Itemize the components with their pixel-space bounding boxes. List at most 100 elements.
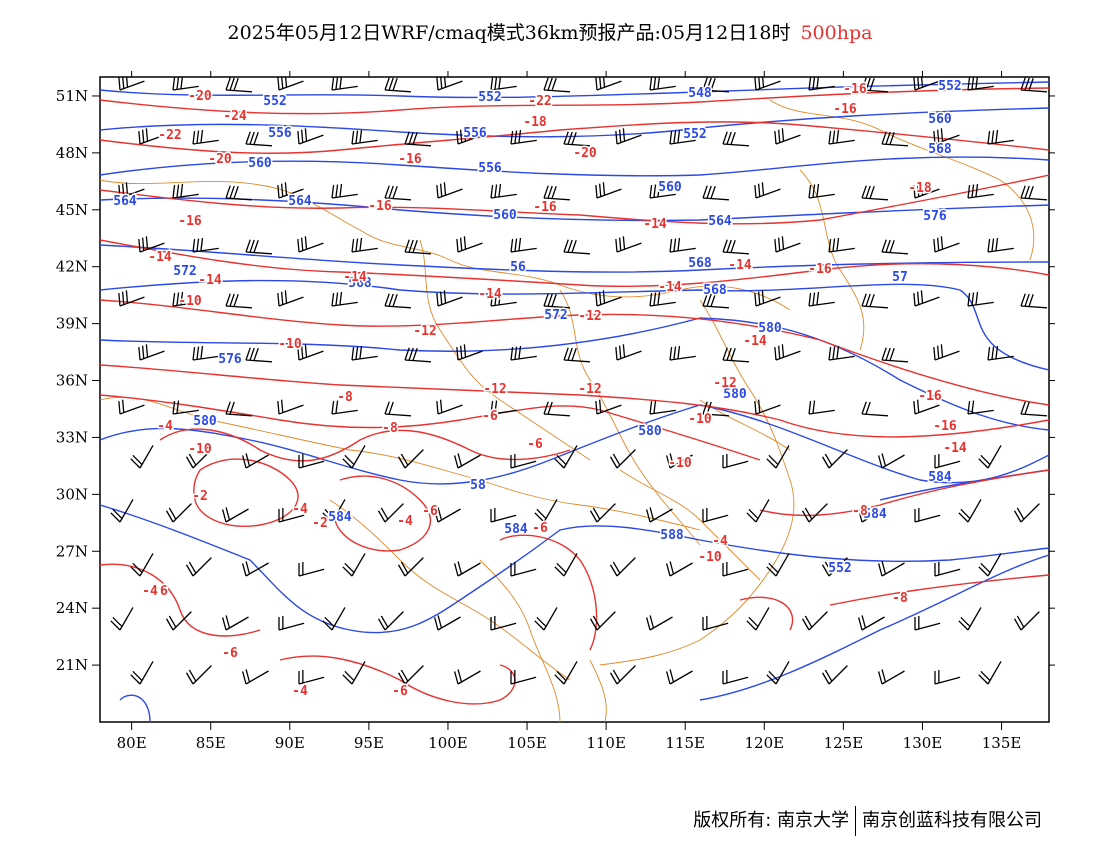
wind-barb [554, 445, 578, 469]
lat-tick-label: 39N [56, 315, 88, 333]
temperature-label: -16 [833, 102, 857, 117]
wind-barb [510, 237, 537, 253]
wind-barb [384, 401, 411, 417]
temperature-label: -22 [158, 128, 181, 143]
lat-tick-label: 45N [56, 201, 88, 219]
wind-barb [774, 236, 801, 253]
height-label: 56 [510, 260, 526, 275]
wind-barb [821, 557, 848, 577]
lat-tick-label: 36N [56, 372, 88, 390]
wind-barb [172, 183, 199, 199]
wind-barb [666, 453, 693, 469]
wind-barb [172, 400, 199, 415]
height-label: 580 [638, 424, 662, 439]
wind-barb [766, 445, 790, 469]
wind-barb [454, 561, 481, 577]
lon-tick-label: 105E [507, 734, 547, 752]
lon-tick-label: 90E [275, 734, 305, 752]
wind-barb [222, 507, 249, 523]
height-label: 560 [248, 156, 272, 171]
temperature-label: -4 [292, 502, 308, 517]
temperature-label: -2 [312, 516, 328, 531]
wind-barb [490, 291, 517, 307]
temperature-label: -10 [178, 294, 202, 309]
temperature-label: -14 [148, 250, 172, 265]
wind-barb [746, 499, 770, 523]
wind-barb [192, 129, 219, 145]
wind-barb [967, 291, 994, 307]
temperature-label: -8 [382, 421, 398, 436]
height-label: 556 [463, 126, 487, 141]
wind-barb [987, 345, 1014, 361]
wind-barb [754, 182, 781, 199]
wind-barb [702, 77, 729, 93]
wind-barb [978, 445, 1002, 469]
temperature-label: -6 [222, 646, 238, 661]
temperature-label: -6 [422, 504, 438, 519]
wind-barb [821, 665, 848, 685]
wind-barb [384, 77, 411, 93]
wind-barb [649, 183, 676, 199]
wind-barb [649, 77, 676, 91]
wind-barb [434, 507, 461, 523]
wind-barb [821, 449, 848, 469]
wind-barb [914, 615, 941, 631]
lon-tick-label: 120E [745, 734, 785, 752]
height-label: 560 [658, 180, 682, 195]
wind-barb [172, 291, 199, 307]
wind-barb [595, 77, 622, 91]
copyright-company: 南京创蓝科技有限公司 [862, 810, 1042, 831]
wind-barb [534, 607, 558, 631]
wind-barb [589, 611, 616, 631]
wind-barb [967, 77, 994, 91]
wind-barb [130, 445, 154, 469]
lat-tick-label: 33N [56, 428, 88, 446]
lon-tick-label: 100E [428, 734, 468, 752]
temperature-label: -2 [192, 489, 208, 504]
wind-barb [342, 445, 366, 469]
wind-barb [377, 611, 404, 631]
temperature-label: -16 [933, 419, 957, 434]
height-label: 576 [218, 352, 242, 367]
wind-barb [436, 399, 463, 415]
height-label: 568 [348, 276, 372, 291]
wind-barb [245, 347, 272, 363]
height-label: 564 [113, 194, 137, 209]
wind-barb [278, 615, 305, 631]
height-label: 552 [683, 127, 706, 142]
wind-barb [861, 77, 888, 93]
wind-barb [913, 182, 940, 199]
temperature-label: -12 [413, 324, 436, 339]
temperature-label: -16 [398, 152, 422, 167]
temperature-label: -22 [528, 94, 551, 109]
wind-barb [615, 236, 642, 253]
wind-barb [828, 129, 855, 145]
wind-barb [165, 611, 192, 631]
height-label: 568 [703, 283, 727, 298]
temperature-label: -16 [178, 214, 202, 229]
wind-barb [118, 399, 145, 415]
wind-barb [456, 236, 483, 253]
temperature-label: -10 [278, 337, 302, 352]
footer-divider [855, 806, 856, 836]
wind-barb [456, 344, 483, 361]
wind-barb [881, 131, 908, 147]
wind-barb [754, 290, 781, 307]
wind-barb [225, 401, 252, 417]
height-label: 584 [504, 522, 528, 537]
height-label: 568 [928, 142, 952, 157]
wind-barb [615, 128, 642, 145]
wind-barb [454, 669, 481, 685]
wind-barb [722, 239, 749, 255]
wind-barb [510, 561, 537, 577]
wind-barbs [110, 77, 1047, 685]
wind-barb [222, 615, 249, 631]
temperature-label: -12 [578, 309, 601, 324]
wind-barb [242, 561, 269, 577]
wind-barb [185, 665, 212, 685]
height-label: 584 [863, 507, 887, 522]
wind-barb [543, 401, 570, 417]
height-label: 552 [828, 561, 851, 576]
lat-tick-label: 27N [56, 542, 88, 560]
latitude-axis: 51N 48N 45N 42N 39N 36N 33N 30N 27N 24N 21N [56, 87, 1055, 674]
